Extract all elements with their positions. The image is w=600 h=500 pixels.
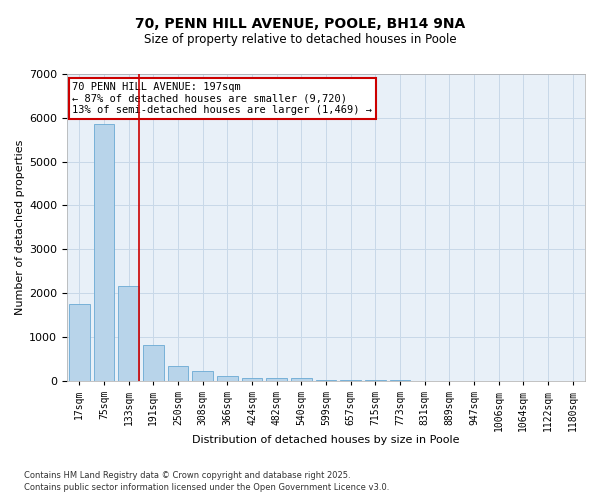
Bar — [217, 376, 238, 380]
Text: Size of property relative to detached houses in Poole: Size of property relative to detached ho… — [143, 32, 457, 46]
Bar — [69, 304, 90, 380]
Bar — [118, 286, 139, 380]
X-axis label: Distribution of detached houses by size in Poole: Distribution of detached houses by size … — [192, 435, 460, 445]
Bar — [167, 366, 188, 380]
Bar — [143, 345, 164, 380]
Bar — [242, 378, 262, 380]
Text: Contains public sector information licensed under the Open Government Licence v3: Contains public sector information licen… — [24, 484, 389, 492]
Y-axis label: Number of detached properties: Number of detached properties — [15, 140, 25, 315]
Bar — [192, 372, 213, 380]
Text: Contains HM Land Registry data © Crown copyright and database right 2025.: Contains HM Land Registry data © Crown c… — [24, 471, 350, 480]
Text: 70, PENN HILL AVENUE, POOLE, BH14 9NA: 70, PENN HILL AVENUE, POOLE, BH14 9NA — [135, 18, 465, 32]
Bar — [266, 378, 287, 380]
Text: 70 PENN HILL AVENUE: 197sqm
← 87% of detached houses are smaller (9,720)
13% of : 70 PENN HILL AVENUE: 197sqm ← 87% of det… — [72, 82, 372, 115]
Bar — [291, 378, 312, 380]
Bar — [94, 124, 115, 380]
